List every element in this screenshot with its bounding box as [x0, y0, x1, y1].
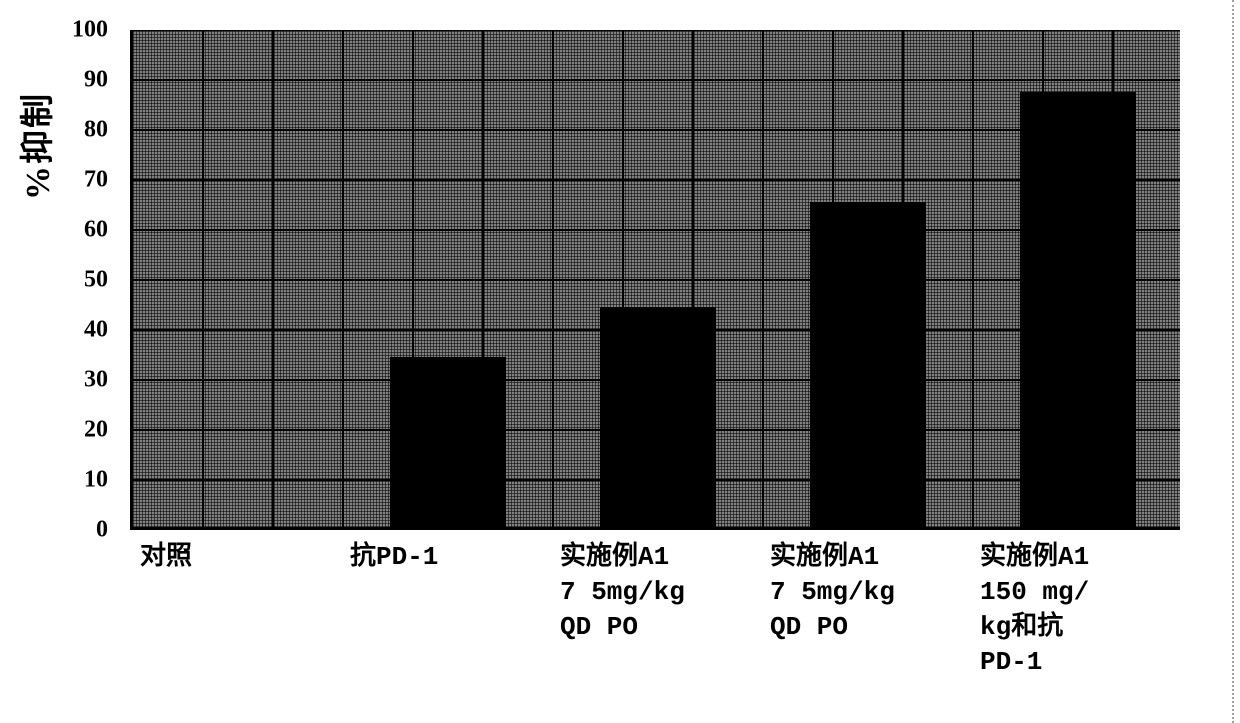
plot-wrapper: 0102030405060708090100: [130, 30, 1180, 530]
y-tick-label: 30: [84, 367, 108, 394]
x-tick-label: 实施例A1 7 5mg/kg QD PO: [770, 540, 970, 645]
scan-right-dotted-border: [1232, 0, 1234, 723]
bar: [810, 202, 926, 527]
x-tick-label: 实施例A1 150 mg/ kg和抗 PD-1: [980, 540, 1180, 680]
x-tick-label: 对照: [140, 540, 340, 575]
y-tick-label: 50: [84, 267, 108, 294]
figure-root: %抑制 0102030405060708090100 对照抗PD-1实施例A1 …: [0, 0, 1240, 723]
y-tick-label: 0: [96, 517, 108, 544]
bars-layer: [133, 30, 1180, 527]
y-tick-label: 20: [84, 417, 108, 444]
y-tick-label: 70: [84, 167, 108, 194]
bar: [1020, 92, 1136, 527]
bar: [390, 357, 506, 527]
y-axis-label: %抑制: [10, 92, 59, 200]
y-tick-label: 40: [84, 317, 108, 344]
y-tick-label: 60: [84, 217, 108, 244]
y-tick-label: 10: [84, 467, 108, 494]
y-tick-label: 100: [72, 17, 108, 44]
x-tick-label: 抗PD-1: [350, 540, 550, 575]
x-tick-label: 实施例A1 7 5mg/kg QD PO: [560, 540, 760, 645]
bar: [600, 307, 716, 527]
y-tick-label: 80: [84, 117, 108, 144]
plot-area: [130, 30, 1180, 530]
y-tick-label: 90: [84, 67, 108, 94]
